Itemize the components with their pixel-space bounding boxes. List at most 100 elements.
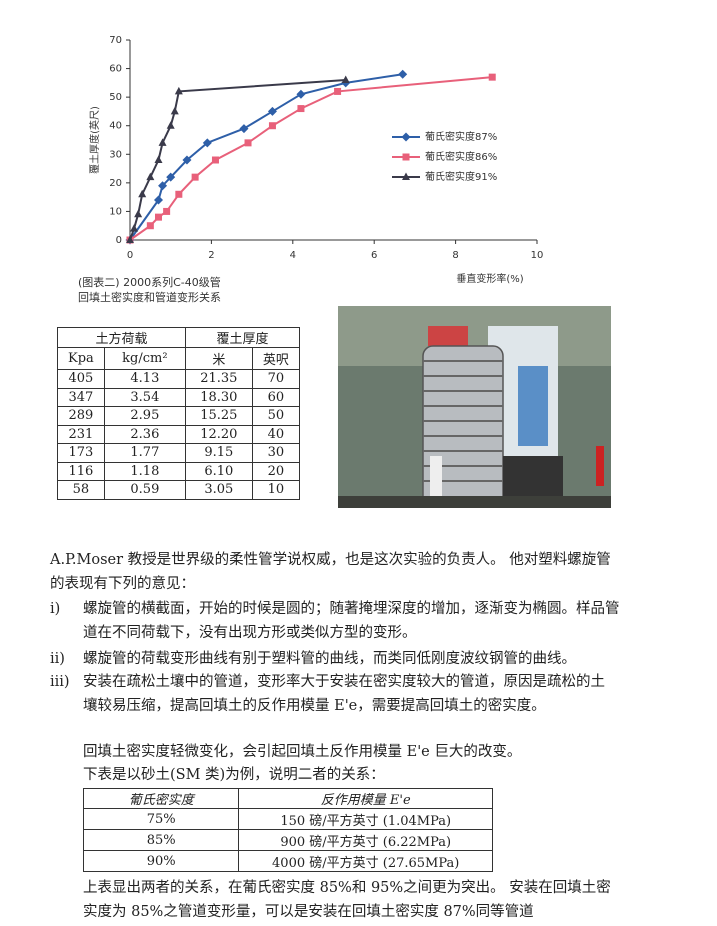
table-row: 116 1.18 6.10 20 bbox=[57, 461, 301, 481]
note: 回填土密实度轻微变化，会引起回填土反作用模量 E'e 巨大的改变。 bbox=[83, 744, 522, 760]
marker bbox=[166, 121, 175, 129]
x-tick-label: 10 bbox=[531, 250, 544, 261]
load-table: 土方荷载 覆土厚度 Kpa kg/cm² 米英呎 405 4.13 21.35 70 347 3.5… bbox=[57, 327, 301, 500]
y-tick-label: 0 bbox=[116, 235, 122, 246]
table-cell: 2.95 bbox=[103, 406, 186, 426]
chart: 覆土厚度(英尺) 垂直变形率(%) (图表二) 2000系列C-40级管 回填土… bbox=[78, 35, 544, 304]
marker bbox=[154, 213, 162, 221]
table-cell: 覆土厚度 bbox=[184, 327, 301, 348]
table-cell: 12.20 bbox=[184, 424, 253, 444]
x-tick-label: 2 bbox=[208, 250, 214, 261]
marker bbox=[174, 86, 183, 95]
list-text: 螺旋管的荷载变形曲线有别于塑料管的曲线，而类同低刚度波纹钢管的曲线。 bbox=[83, 651, 576, 667]
legend-label: 葡氏密实度91% bbox=[425, 170, 497, 183]
table-cell: 289 bbox=[57, 406, 105, 426]
table-cell: 60 bbox=[251, 387, 301, 407]
y-tick-label: 10 bbox=[109, 206, 122, 217]
marker bbox=[211, 156, 219, 164]
table-cell: 30 bbox=[251, 443, 301, 463]
x-tick-label: 6 bbox=[371, 250, 377, 261]
table-cell: 70 bbox=[251, 369, 301, 389]
y-tick-label: 60 bbox=[109, 64, 122, 75]
table-row: 347 3.54 18.30 60 bbox=[57, 387, 301, 407]
marker bbox=[182, 155, 192, 165]
table-cell: Kpa bbox=[57, 347, 105, 370]
table-cell: 4000 磅/平方英寸 (27.65MPa) bbox=[238, 850, 493, 872]
marker bbox=[175, 190, 183, 198]
series-line bbox=[129, 79, 346, 241]
y-tick-label: 50 bbox=[109, 92, 122, 103]
table-cell: 葡氏密实度 bbox=[82, 788, 240, 809]
marker bbox=[402, 153, 410, 161]
marker bbox=[244, 139, 252, 147]
marker bbox=[296, 89, 306, 99]
table-row: 58 0.59 3.05 10 bbox=[57, 480, 301, 500]
table-cell: 1.18 bbox=[103, 461, 186, 481]
x-tick-label: 0 bbox=[127, 250, 133, 261]
table-row: 289 2.95 15.25 50 bbox=[57, 406, 301, 426]
table-cell: 米 bbox=[184, 347, 253, 370]
table-cell: 15.25 bbox=[184, 406, 253, 426]
table-row: 173 1.77 9.15 30 bbox=[57, 443, 301, 463]
marker bbox=[153, 195, 163, 205]
table-cell: 90% bbox=[82, 850, 240, 872]
table-cell: kg/cm² bbox=[103, 347, 186, 370]
list-marker: iii) bbox=[50, 674, 70, 690]
table-cell: 10 bbox=[251, 480, 301, 500]
table-cell: 75% bbox=[82, 808, 240, 830]
table-row: Kpa kg/cm² 米英呎 bbox=[57, 347, 301, 370]
table-cell: 2.36 bbox=[103, 424, 186, 444]
table-cell: 6.10 bbox=[184, 461, 253, 481]
table-cell: 土方荷载 bbox=[57, 327, 186, 348]
table-cell: 3.05 bbox=[184, 480, 253, 500]
marker bbox=[126, 235, 134, 243]
marker bbox=[268, 122, 276, 130]
note: 下表是以砂土(SM 类)为例，说明二者的关系： bbox=[83, 767, 385, 783]
intro: A.P.Moser 教授是世界级的柔性管学说权威，也是这次实验的负责人。 他对塑… bbox=[50, 552, 611, 592]
caption: 回填土密实度和管道变形关系 bbox=[78, 290, 221, 304]
marker bbox=[130, 224, 139, 232]
list-text: 螺旋管的横截面，开始的时候是圆的；随著掩埋深度的增加，逐渐变为椭圆。样品管道在不… bbox=[83, 601, 620, 641]
table-cell: 347 bbox=[57, 387, 105, 407]
marker bbox=[334, 87, 342, 95]
marker bbox=[134, 209, 143, 218]
table-row: 90% 4000 磅/平方英寸 (27.65MPa) bbox=[82, 850, 493, 872]
marker bbox=[170, 106, 179, 115]
photo bbox=[338, 306, 611, 508]
marker bbox=[191, 173, 199, 181]
conclusion: 上表显出两者的关系，在葡氏密实度 85%和 95%之间更为突出。 安装在回填土密… bbox=[83, 880, 611, 920]
table-cell: 405 bbox=[57, 369, 105, 389]
table-row: 葡氏密实度 反作用模量 E'e bbox=[82, 788, 493, 809]
marker bbox=[138, 189, 147, 198]
table-row: 85% 900 磅/平方英寸 (6.22MPa) bbox=[82, 829, 493, 851]
table-row: 75% 150 磅/平方英寸 (1.04MPa) bbox=[82, 808, 493, 830]
x-axis-title: 垂直变形率(%) bbox=[456, 272, 523, 285]
marker bbox=[239, 124, 249, 134]
y-tick-label: 70 bbox=[109, 35, 122, 46]
y-tick-label: 20 bbox=[109, 178, 122, 189]
x-tick-label: 8 bbox=[452, 250, 458, 261]
table-cell: 50 bbox=[251, 406, 301, 426]
table-row: 土方荷载 覆土厚度 bbox=[57, 327, 301, 348]
table-cell: 40 bbox=[251, 424, 301, 444]
table-cell: 4.13 bbox=[103, 369, 186, 389]
modulus-table: 葡氏密实度 反作用模量 E'e 75% 150 磅/平方英寸 (1.04MPa) 85%… bbox=[82, 788, 493, 872]
caption: (图表二) 2000系列C-40级管 bbox=[78, 275, 221, 289]
series-line bbox=[129, 73, 403, 241]
table-cell: 900 磅/平方英寸 (6.22MPa) bbox=[238, 829, 493, 851]
table-cell: 231 bbox=[57, 424, 105, 444]
table-cell: 9.15 bbox=[184, 443, 253, 463]
marker bbox=[402, 172, 410, 180]
marker bbox=[158, 138, 167, 146]
marker bbox=[341, 75, 350, 83]
table-cell: 21.35 bbox=[184, 369, 253, 389]
legend-label: 葡氏密实度87% bbox=[425, 130, 497, 143]
y-tick-label: 30 bbox=[109, 149, 122, 160]
table-cell: 58 bbox=[57, 480, 105, 500]
list-text: 安装在疏松土壤中的管道，变形率大于安装在密实度较大的管道，原因是疏松的土壤较易压… bbox=[83, 674, 605, 714]
list-marker: ii) bbox=[50, 651, 65, 667]
table-cell: 1.77 bbox=[103, 443, 186, 463]
marker bbox=[488, 73, 496, 81]
table-row: 231 2.36 12.20 40 bbox=[57, 424, 301, 444]
